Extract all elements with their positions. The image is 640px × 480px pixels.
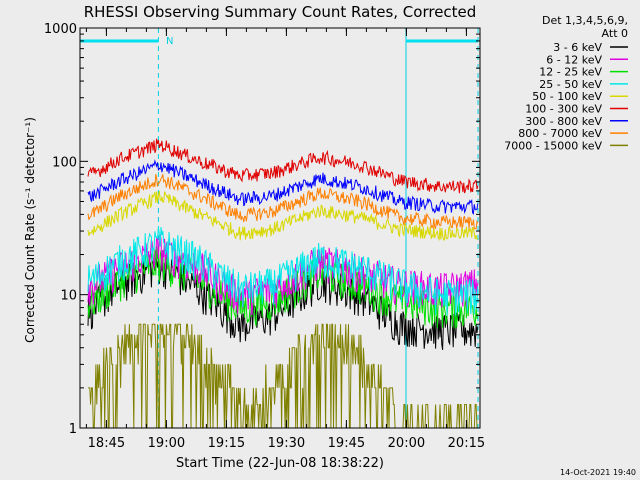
x-tick-label: 18:45 [88,436,125,451]
x-tick-label: 19:30 [268,436,305,451]
legend-label: 6 - 12 keV [546,53,602,66]
footer-timestamp: 14-Oct-2021 19:40 [560,468,636,477]
y-tick-label: 1000 [44,22,77,37]
legend-label: 3 - 6 keV [553,41,602,54]
legend-entry: 12 - 25 keV [539,66,628,79]
legend-entry: 300 - 800 keV [525,115,628,128]
series-line-800-7000-kev [87,174,479,230]
x-tick-label: 20:00 [388,436,425,451]
plot-frame [79,27,481,429]
y-tick-label: 100 [52,155,77,170]
legend-entry: 50 - 100 keV [532,90,628,103]
x-axis-label: Start Time (22-Jun-08 18:38:22) [176,456,384,471]
series-line-50-100-kev [87,190,479,242]
legend-label: 100 - 300 keV [525,103,602,116]
y-axis-label: Corrected Count Rate (s⁻¹ detector⁻¹) [23,117,37,343]
legend-label: 50 - 100 keV [532,90,602,103]
legend-entry: 25 - 50 keV [539,78,628,91]
legend-entry: 800 - 7000 keV [518,127,628,140]
legend-label: 12 - 25 keV [539,66,602,79]
legend-entry: 3 - 6 keV [553,41,628,54]
x-tick-label: 20:15 [448,436,485,451]
legend-header-line-2: Att 0 [602,27,628,40]
axes: 1 10 100 1000 18:45 19:00 19:15 19:30 19:45 20:00… [44,22,485,451]
y-tick-label: 1 [69,422,77,437]
x-tick-label: 19:15 [208,436,245,451]
legend-label: 300 - 800 keV [525,115,602,128]
series-line-25-50-kev [87,226,479,317]
legend-entry: 6 - 12 keV [546,53,628,66]
chart-title: RHESSI Observing Summary Count Rates, Co… [84,3,477,21]
legend-label: 7000 - 15000 keV [504,139,602,152]
series-line-300-800-kev [87,159,479,215]
legend-label: 25 - 50 keV [539,78,602,91]
legend-label: 800 - 7000 keV [518,127,602,140]
legend-entry: 100 - 300 keV [525,103,628,116]
x-tick-label: 19:00 [148,436,185,451]
legend-entry: 7000 - 15000 keV [504,139,628,152]
x-tick-label: 19:45 [328,436,365,451]
series-line-100-300-kev [87,138,479,194]
y-tick-label: 10 [60,289,77,304]
legend-header-line-1: Det 1,3,4,5,6,9, [542,14,628,27]
annotation-label: N [166,36,173,47]
